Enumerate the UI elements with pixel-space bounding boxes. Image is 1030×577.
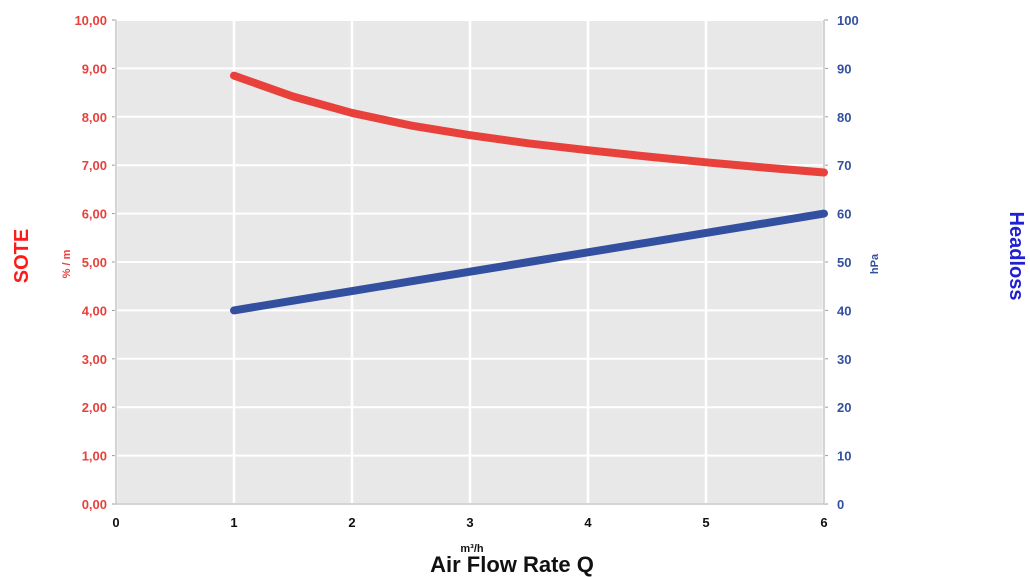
x-tick-label: 0 [112,515,119,530]
left-tick-label: 10,00 [74,13,107,28]
right-tick-label: 10 [837,449,851,464]
right-tick-label: 30 [837,352,851,367]
right-tick-label: 50 [837,255,851,270]
left-tick-label: 1,00 [82,449,107,464]
left-axis-title: SOTE [11,229,33,283]
right-tick-label: 90 [837,61,851,76]
x-tick-label: 3 [466,515,473,530]
x-tick-label: 4 [584,515,592,530]
x-axis-title: Air Flow Rate Q [430,552,594,577]
sote-line [230,71,828,177]
right-tick-label: 100 [837,13,859,28]
right-axis-unit: hPa [869,253,881,274]
x-tick-label: 5 [702,515,709,530]
left-tick-label: 4,00 [82,303,107,318]
left-tick-label: 5,00 [82,255,107,270]
left-tick-label: 9,00 [82,61,107,76]
x-tick-label: 6 [820,515,827,530]
grid [112,19,828,505]
x-tick-label: 1 [230,515,237,530]
left-tick-label: 7,00 [82,158,107,173]
x-tick-label: 2 [348,515,355,530]
left-tick-label: 6,00 [82,207,107,222]
right-tick-label: 60 [837,207,851,222]
tick-labels: 0,00 01,00 102,00 203,00 304,00 405,00 506,00 6… [74,13,858,530]
series-layer [230,71,828,315]
right-tick-label: 20 [837,400,851,415]
left-tick-label: 2,00 [82,400,107,415]
right-tick-label: 80 [837,110,851,125]
x-axis-unit: m³/h [460,543,484,555]
right-tick-label: 70 [837,158,851,173]
left-tick-label: 8,00 [82,110,107,125]
right-tick-label: 0 [837,497,844,512]
right-axis-title: Headloss [1005,212,1027,301]
left-axis-unit: % / m [61,249,73,278]
right-tick-label: 40 [837,303,851,318]
left-tick-label: 0,00 [82,497,107,512]
left-tick-label: 3,00 [82,352,107,367]
headloss-line [230,209,828,315]
